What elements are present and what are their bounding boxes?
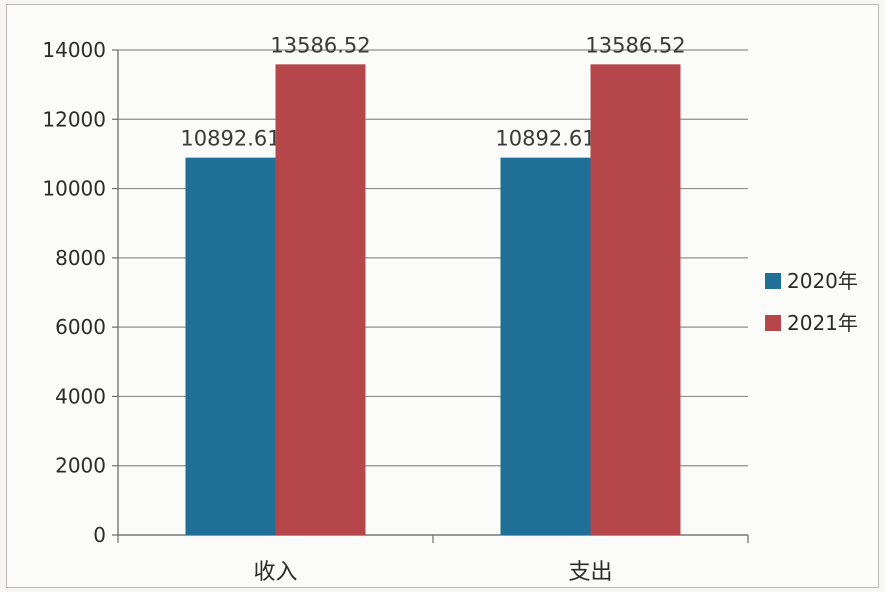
y-tick-label-2000: 2000	[55, 454, 106, 478]
y-tick-label-6000: 6000	[55, 315, 106, 339]
y-tick-label-14000: 14000	[42, 38, 106, 62]
y-tick-label-0: 0	[93, 523, 106, 547]
data-label-2-1: 13586.52	[270, 33, 370, 57]
data-label-1-1: 10892.61	[180, 127, 280, 151]
bar-1-1	[185, 157, 276, 535]
legend-swatch-2	[765, 315, 781, 331]
y-tick-label-4000: 4000	[55, 384, 106, 408]
data-label-2-2: 13586.52	[585, 33, 685, 57]
bar-2-1	[275, 64, 366, 535]
bar-2-2	[590, 64, 681, 535]
y-tick-label-10000: 10000	[42, 177, 106, 201]
legend-swatch-1	[765, 273, 781, 289]
category-label-2: 支出	[568, 560, 612, 585]
legend-label-2: 2021年	[787, 311, 858, 335]
data-label-1-2: 10892.61	[495, 127, 595, 151]
category-label-1: 收入	[253, 560, 297, 585]
y-tick-label-8000: 8000	[55, 246, 106, 270]
bar-1-2	[500, 157, 591, 535]
legend-label-1: 2020年	[787, 269, 858, 293]
y-tick-label-12000: 12000	[42, 107, 106, 131]
chart-frame	[6, 4, 879, 588]
